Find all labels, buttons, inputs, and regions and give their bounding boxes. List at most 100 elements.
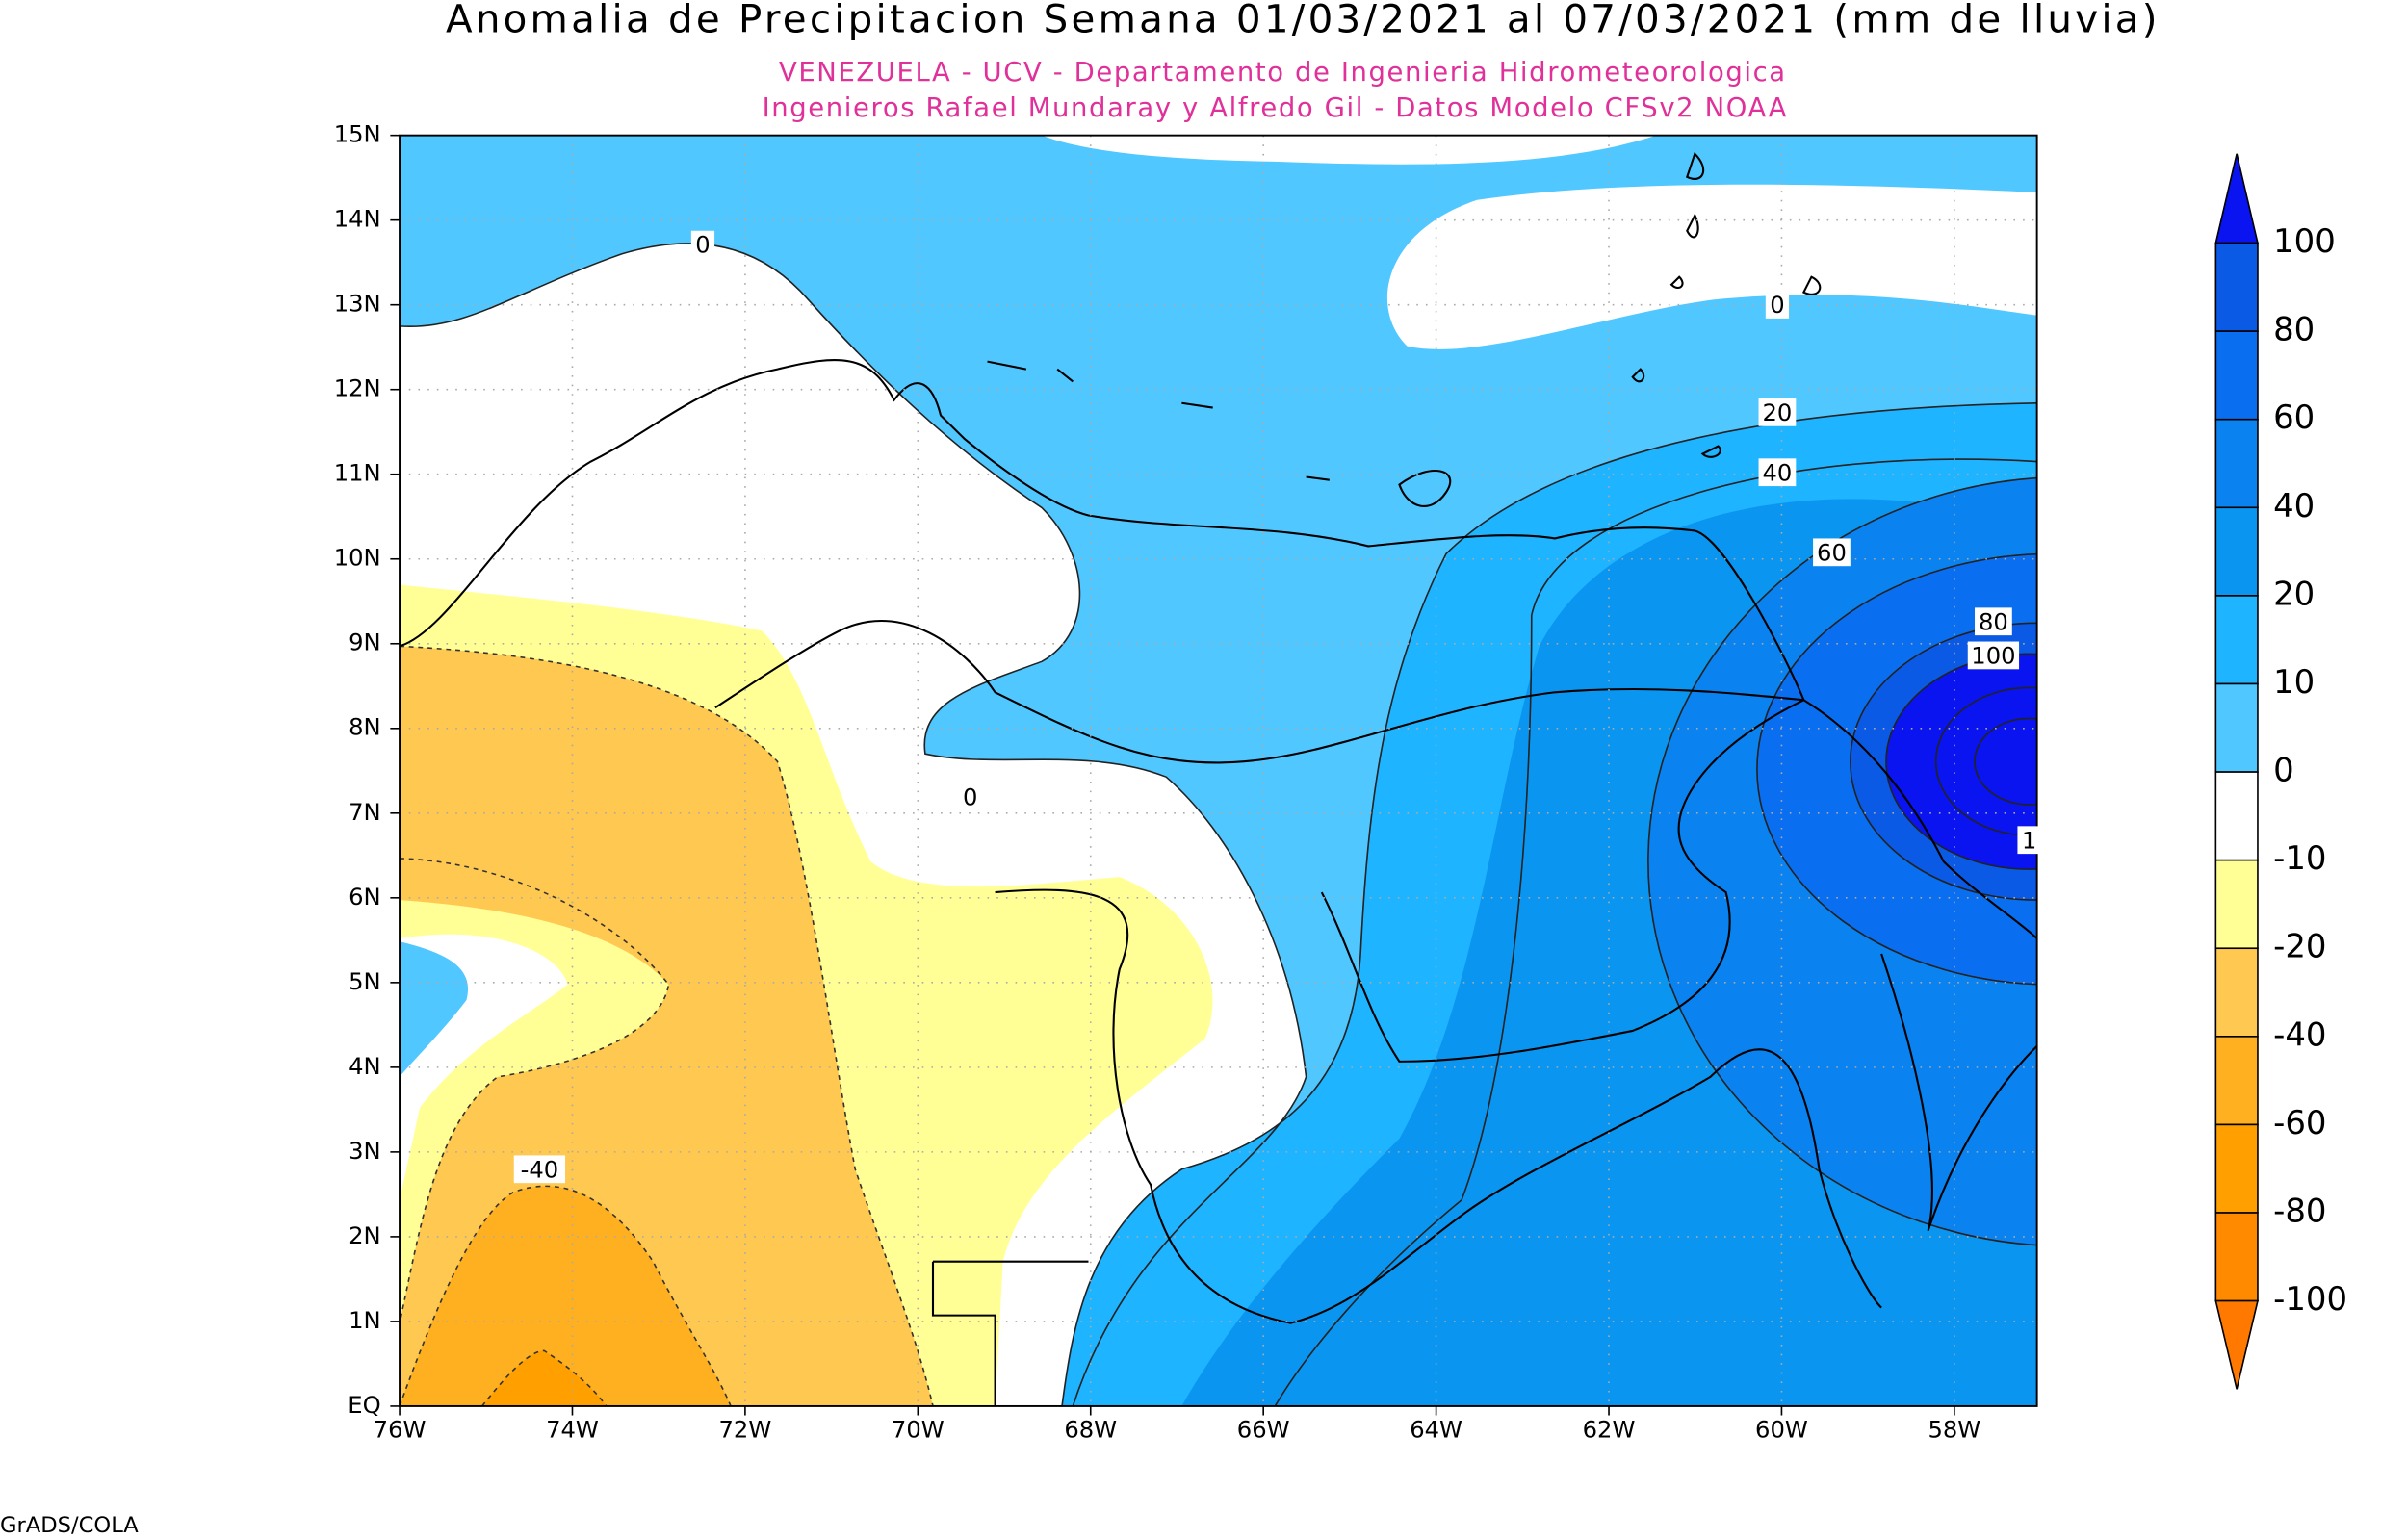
lat-label: EQ [348,1392,380,1419]
blue-region [1886,654,2037,870]
lon-label: 66W [1237,1417,1290,1444]
white-region [1386,184,2037,349]
contour-line [400,645,934,1406]
lon-label: 70W [892,1417,945,1444]
coastline [400,359,2037,939]
map-fill [400,135,2037,1406]
lat-label: 6N [349,884,381,911]
lon-label: 68W [1064,1417,1117,1444]
colorbar-label: 0 [2273,752,2294,789]
white-region [1042,135,1656,165]
island [987,360,1452,507]
title: Anomalia de Precipitacion Semana 01/03/2… [446,0,2161,41]
blue-region [400,941,468,1077]
subtitle: VENEZUELA - UCV - Departamento de Ingeni… [779,58,1787,88]
colorbar-label: 100 [2273,222,2336,260]
island [1631,151,1822,458]
border [714,620,1804,764]
lon-label: 62W [1583,1417,1636,1444]
colorbar-label: -100 [2273,1280,2347,1318]
colorbar-label: 80 [2273,311,2315,348]
colorbar-cap [2214,1299,2259,1390]
orange-region [481,1350,607,1406]
orange-region [400,1186,732,1406]
colorbar-label: 40 [2273,487,2315,525]
lat-label: 4N [349,1053,381,1080]
contour-label: 20 [1763,399,1793,426]
colorbar-swatch [2214,330,2259,421]
subtitle: Ingenieros Rafael Mundaray y Alfredo Gil… [763,93,1788,123]
contour-label: 1 [2022,827,2036,854]
colorbar-cap [2214,153,2259,244]
lat-label: 9N [349,629,381,656]
axes: 15N 14N 13N 12N 11N 10N 9N 8N 7N 6N 5N 4N 3N 2N 1N EQ76… [334,121,1981,1444]
contour-line [400,1185,732,1406]
contour-line [1756,553,2037,986]
lon-label: 76W [374,1417,427,1444]
lat-label: 14N [334,206,381,233]
lon-label: 64W [1410,1417,1462,1444]
colorbar-swatch [2214,682,2259,773]
border [995,888,1882,1324]
colorbar-swatch [2214,506,2259,597]
colorbar-swatch [2214,1036,2259,1126]
label-box [690,230,715,259]
border [1880,953,2037,1232]
border [1320,699,1804,1063]
contour-label: 60 [1817,540,1847,567]
label-box [513,1155,566,1184]
contour-line [1061,401,2037,1406]
contour-label: 0 [1770,292,1784,319]
border [931,1260,1089,1406]
colorbar-label: -60 [2273,1104,2326,1142]
lon-label: 74W [546,1417,599,1444]
contour-line [1974,717,2037,806]
contour-line [1885,653,2037,870]
lat-label: 3N [349,1138,381,1165]
colorbar-label: 20 [2273,576,2315,613]
blue-region [1757,553,2037,985]
lat-label: 13N [334,291,381,318]
colorbar-label: 60 [2273,398,2315,436]
lat-label: 8N [349,714,381,741]
label-box [2017,826,2041,855]
contour-label: 0 [963,784,977,811]
contour-label: -40 [521,1156,559,1183]
contour-label: 100 [1971,643,2015,670]
contour-line [1647,476,2037,1246]
lat-label: 11N [334,460,381,487]
colorbar-swatch [2214,859,2259,950]
colorbar-swatch [2214,1212,2259,1302]
plot-frame [399,134,2038,1407]
lat-label: 1N [349,1307,381,1334]
lon-label: 58W [1928,1417,1980,1444]
colorbar-swatch [2214,947,2259,1038]
label-box [958,783,982,811]
lon-label: 72W [719,1417,772,1444]
label-box [1758,458,1797,487]
colorbar-swatch [2214,242,2259,332]
colorbar-label: 10 [2273,663,2315,701]
lat-label: 7N [349,799,381,826]
contour-label: 0 [695,232,710,259]
lat-label: 12N [334,375,381,402]
colorbar-swatch [2214,771,2259,861]
lat-label: 10N [334,545,381,572]
lat-label: 2N [349,1222,381,1249]
colorbar-swatch [2214,595,2259,685]
contour-label: 40 [1763,459,1793,486]
label-box [1758,398,1797,426]
colorbar-label: -10 [2273,839,2326,877]
label-box [1813,538,1851,567]
colorbar-swatch [2214,418,2259,509]
colorbar-label: -40 [2273,1015,2326,1053]
lon-label: 60W [1755,1417,1808,1444]
contour-labels: 0 0 0 20 40 60 80 100 1 -40 [513,230,2041,1184]
lat-label: 15N [334,121,381,148]
colorbar-label: -20 [2273,928,2326,965]
footer: GrADS/COLA [0,1513,139,1538]
contour-line [481,1349,608,1406]
